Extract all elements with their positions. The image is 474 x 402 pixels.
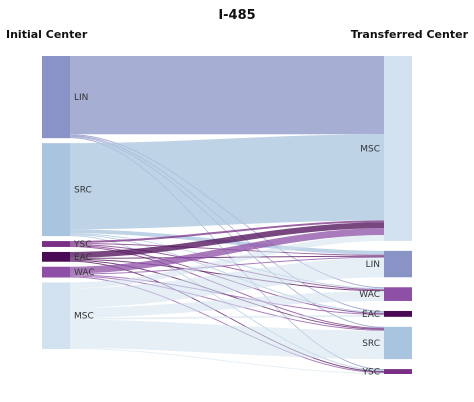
node-labels: LIN SRC YSC EAC WAC MSC MSC LIN WAC EAC SRC YSC [73,93,380,377]
flow-msc-to-wac [70,291,384,318]
target-label-eac: EAC [362,310,380,320]
target-node-lin [384,250,412,278]
source-label-wac: WAC [74,268,95,278]
flow-msc-to-msc [70,234,384,289]
source-node-wac [42,266,70,278]
source-node-src [42,143,70,237]
source-label-ysc: YSC [73,240,92,250]
source-node-ysc [42,241,70,247]
target-node-wac [384,287,412,301]
target-node-ysc [384,369,412,374]
source-node-lin [42,56,70,139]
flow-msc-to-src [70,319,384,360]
flow-wac-to-eac [70,274,384,315]
flow-msc-to-eac [70,314,384,320]
target-node-src [384,326,412,360]
flow-msc-to-ysc [70,348,384,374]
target-label-ysc: YSC [362,368,381,378]
target-label-src: SRC [362,339,380,349]
source-label-eac: EAC [74,253,92,263]
left-column-header: Initial Center [6,28,88,41]
source-node-msc [42,282,70,349]
flow-msc-to-lin [70,257,384,308]
flow-wac-to-ysc [70,276,384,374]
source-label-lin: LIN [74,93,88,103]
flow-eac-to-msc [70,222,384,258]
flow-links [70,56,384,374]
target-label-lin: LIN [366,260,380,270]
target-node-msc [384,56,412,241]
flow-wac-to-msc [70,228,384,274]
source-label-msc: MSC [74,312,94,322]
flow-ysc-to-msc [70,220,384,244]
right-column-header: Transferred Center [350,28,468,41]
flow-eac-to-lin [70,255,384,259]
target-node-eac [384,310,412,317]
flow-src-to-msc [70,134,384,230]
node-bars [42,56,412,374]
flow-wac-to-lin [70,256,384,275]
source-node-eac [42,251,70,262]
chart-title: I-485 [218,8,256,23]
target-label-wac: WAC [359,290,380,300]
source-label-src: SRC [74,186,92,196]
target-label-msc: MSC [360,144,380,154]
flow-ysc-to-wac [70,244,384,291]
flow-lin-to-msc [70,56,384,135]
